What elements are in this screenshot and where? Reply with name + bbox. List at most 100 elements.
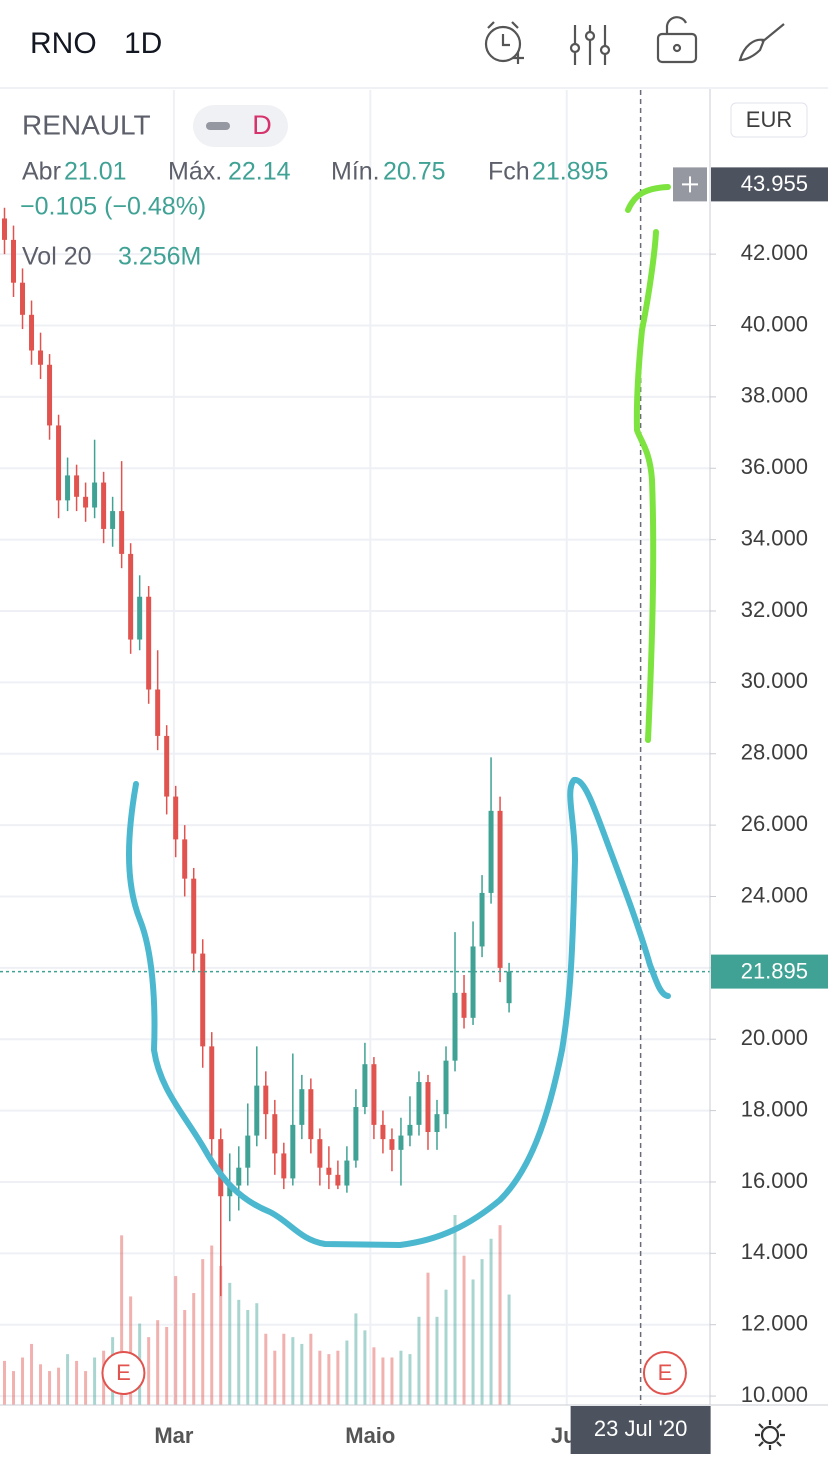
volume-bar [390,1357,394,1405]
close-value: 21.895 [532,158,608,186]
candle-body [65,475,71,501]
event-label: E [116,1360,131,1385]
crosshair-price-label: 43.955 [741,171,808,196]
legend: RENAULT D Abr 21.01 Máx. 22.14 Mín. 20.7… [20,105,608,271]
volume-bar [480,1259,484,1405]
volume-bar [399,1350,403,1405]
candle-body [119,511,125,554]
candle-body [443,1060,449,1115]
y-tick-label: 34.000 [741,525,808,550]
candle-body [92,482,98,508]
volume-bar [93,1357,97,1405]
plot [0,90,710,1405]
open-value: 21.01 [64,158,127,186]
header: RNO 1D [0,16,828,89]
volume-bar [273,1350,277,1405]
candle-body [56,425,62,501]
volume-bar [210,1245,214,1405]
candle-body [155,689,161,736]
alert-icon[interactable] [484,21,524,64]
indicators-icon[interactable] [569,25,611,65]
draw-icon[interactable] [738,23,785,62]
candle-body [218,1139,224,1197]
y-tick-label: 38.000 [741,383,808,408]
candle-body [506,971,512,1004]
y-tick-label: 10.000 [741,1382,808,1407]
volume-bar [318,1350,322,1405]
low-value: 20.75 [383,158,446,186]
volume-bar [291,1337,295,1405]
y-tick-label: 40.000 [741,311,808,336]
last-price-label: 21.895 [741,958,808,983]
candle-body [281,1153,287,1179]
volume-bar [282,1333,286,1405]
volume-bar [3,1360,7,1405]
volume-bar [417,1316,421,1405]
y-tick-label: 28.000 [741,740,808,765]
candle-body [389,1139,395,1150]
candle-body [461,992,467,1018]
volume-bar [462,1255,466,1405]
y-tick-label: 18.000 [741,1096,808,1121]
candle-body [200,953,206,1047]
volume-bar [30,1343,34,1405]
volume-bar [444,1289,448,1405]
candle-body [209,1046,215,1140]
crosshair-price-box [711,167,828,202]
y-tick-label: 20.000 [741,1025,808,1050]
candle-body [371,1064,377,1125]
candle-body [254,1085,260,1136]
interval[interactable]: 1D [124,27,162,60]
volume-bar [228,1282,232,1405]
candle-body [335,1174,341,1186]
open-label: Abr [22,158,61,186]
candle-body [362,1064,368,1108]
symbol[interactable]: RNO [30,27,97,60]
volume-bar [309,1333,313,1405]
candle-body [128,553,134,640]
currency-box[interactable] [730,102,808,138]
currency[interactable]: EUR [746,107,792,132]
y-tick-label: 16.000 [741,1168,808,1193]
y-tick-label: 36.000 [741,454,808,479]
volume-bar [201,1259,205,1405]
candle-body [425,1082,431,1133]
volume-bar [453,1215,457,1405]
candle-body [407,1124,413,1136]
y-tick-label: 26.000 [741,811,808,836]
settings-icon[interactable] [755,1420,785,1450]
candle-body [488,810,494,893]
candle-body [308,1089,314,1140]
candle-body [353,1107,359,1161]
candle-body [173,796,179,840]
volume-bar [147,1337,151,1405]
candle-body [191,878,197,954]
low-label: Mín. [331,158,380,186]
candle-body [182,839,188,879]
candle-body [236,1167,242,1186]
volume-bar [120,1235,124,1405]
volume-bar [84,1371,88,1405]
volume-bar [327,1354,331,1405]
crosshair-date-label: 23 Jul '20 [594,1416,688,1441]
volume-bar [408,1354,412,1405]
crosshair-date-box [570,1406,711,1454]
volume-bar [264,1333,268,1405]
candle-body [299,1089,305,1125]
candle-body [470,946,476,1018]
candle-body [317,1139,323,1168]
badge-toggle[interactable] [206,122,230,130]
badge-label[interactable]: D [252,110,272,140]
y-tick-label: 12.000 [741,1311,808,1336]
annotation-arrow [625,184,671,743]
badge[interactable] [193,105,288,147]
volume-bar [219,1265,223,1405]
volume-bar [489,1238,493,1405]
volume-bar [66,1354,70,1405]
volume-bar [345,1340,349,1405]
lock-icon[interactable] [656,16,698,64]
event-label: E [658,1360,673,1385]
y-tick-label: 24.000 [741,882,808,907]
volume-bar [381,1357,385,1405]
candle-body [290,1124,296,1179]
